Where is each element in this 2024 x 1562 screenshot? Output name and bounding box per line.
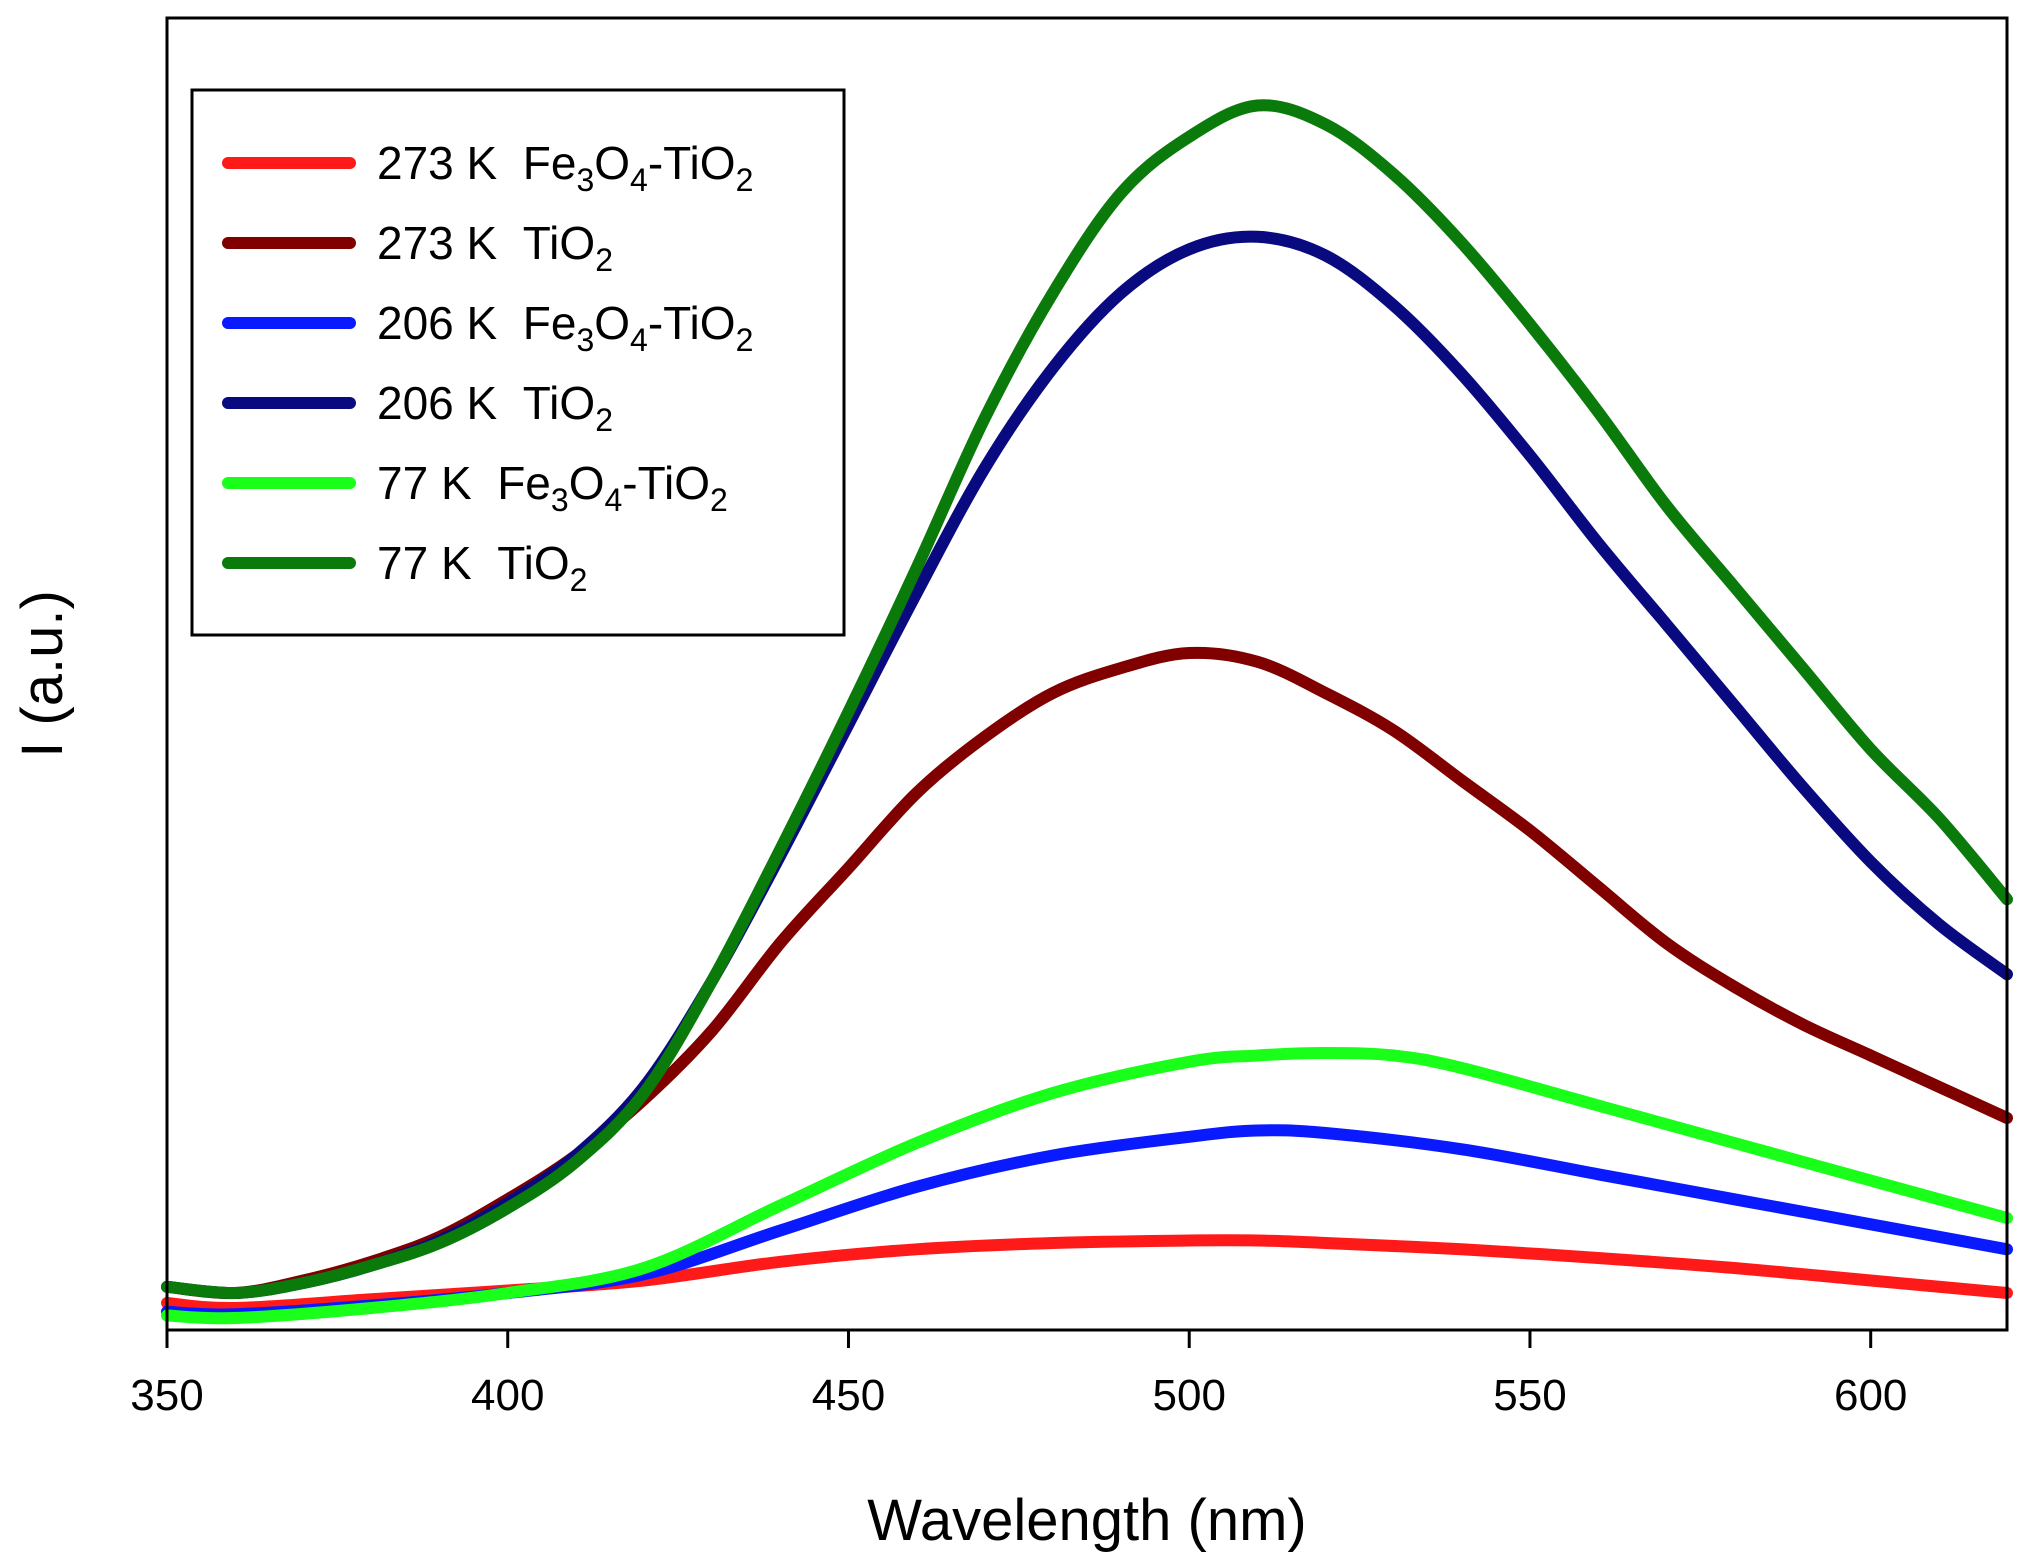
legend-label-273-k-fe3o4-tio2: 273 K Fe3O4-TiO2 — [377, 137, 753, 198]
legend-items: 273 K Fe3O4-TiO2 273 K TiO2 206 K Fe3O4-Ti… — [222, 137, 753, 598]
series-line-77-k-tio2 — [161, 99, 2013, 1300]
series-line-77-k-fe3o4-tio2 — [161, 1047, 2013, 1325]
legend-label-273-k-tio2: 273 K TiO2 — [377, 217, 613, 278]
legend-label-206-k-fe3o4-tio2: 206 K Fe3O4-TiO2 — [377, 297, 753, 358]
x-tick-label-400: 400 — [471, 1371, 544, 1420]
y-axis-title: I (a.u.) — [10, 590, 75, 758]
x-tick-label-450: 450 — [812, 1371, 885, 1420]
x-tick-label-600: 600 — [1834, 1371, 1907, 1420]
legend-label-77-k-tio2: 77 K TiO2 — [377, 537, 587, 598]
plot-frame — [165, 16, 2009, 1332]
x-tick-label-550: 550 — [1493, 1371, 1566, 1420]
x-axis-ticks: 350 400 450 500 550 600 — [130, 1330, 1907, 1420]
legend-label-206-k-tio2: 206 K TiO2 — [377, 377, 613, 438]
legend: 273 K Fe3O4-TiO2 273 K TiO2 206 K Fe3O4-Ti… — [190, 88, 846, 637]
x-axis-title: Wavelength (nm) — [867, 1488, 1306, 1553]
legend-label-77-k-fe3o4-tio2: 77 K Fe3O4-TiO2 — [377, 457, 728, 518]
x-tick-label-500: 500 — [1153, 1371, 1226, 1420]
legend-box — [190, 88, 846, 637]
series-layer — [161, 99, 2013, 1325]
x-tick-label-350: 350 — [130, 1371, 203, 1420]
